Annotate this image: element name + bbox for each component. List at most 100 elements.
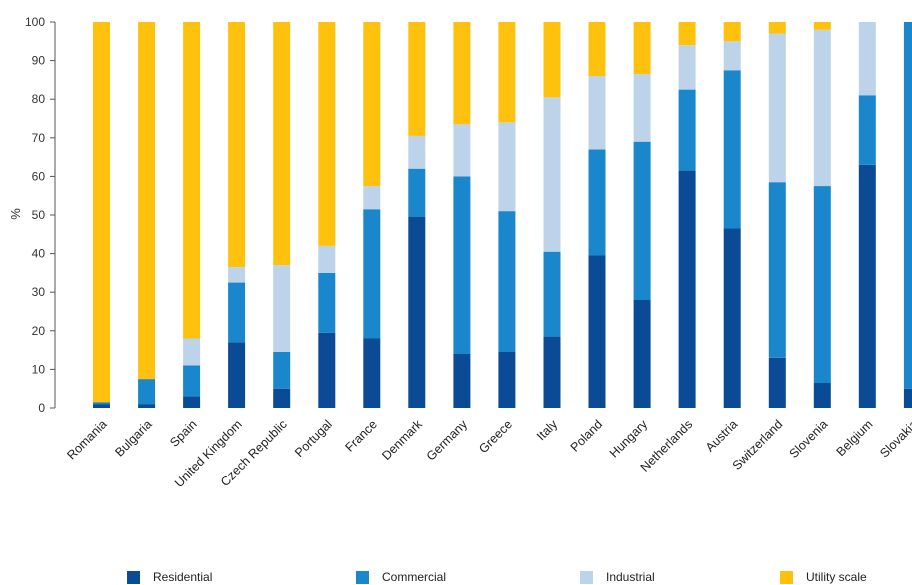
bar-romania-commercial: [93, 402, 110, 405]
legend-item-commercial: Commercial: [356, 570, 446, 584]
y-axis-ticks: 0 10 20 30 40 50 60 70 80 90 100: [25, 15, 55, 415]
bar-netherlands-commercial: [678, 89, 696, 171]
y-tick-label: 100: [25, 15, 45, 29]
bar-slovenia-industrial: [813, 29, 831, 187]
bar-poland-commercial: [588, 149, 606, 256]
x-tick-label-italy: Italy: [534, 417, 561, 444]
bar-united-kingdom-utility-scale: [228, 22, 246, 268]
bar-austria-residential: [723, 228, 741, 408]
bar-netherlands-utility-scale: [678, 22, 696, 46]
legend-swatch-residential: [127, 570, 140, 584]
bar-poland-utility-scale: [588, 22, 606, 76]
y-tick-label: 0: [38, 401, 45, 415]
bar-bulgaria-residential: [138, 404, 156, 408]
bar-france-commercial: [363, 209, 381, 339]
x-tick-label-bulgaria: Bulgaria: [112, 417, 154, 459]
y-tick-label: 10: [32, 362, 46, 376]
bar-switzerland-industrial: [768, 33, 786, 183]
bar-poland-residential: [588, 255, 606, 408]
bar-netherlands-industrial: [678, 45, 696, 90]
x-tick-label-germany: Germany: [424, 417, 471, 464]
bar-czech-republic-residential: [273, 388, 291, 408]
bar-united-kingdom-industrial: [228, 267, 246, 283]
bar-germany-residential: [453, 354, 471, 408]
x-tick-label-spain: Spain: [167, 417, 200, 450]
stacked-bar-chart: % 0 10 20 30 40 50 60 70 80 90 100 Romania Bulgaria…: [8, 15, 912, 490]
bar-italy-utility-scale: [543, 22, 561, 98]
bar-hungary-industrial: [633, 74, 651, 142]
legend-swatch-utility-scale: [780, 570, 793, 584]
bar-denmark-residential: [408, 216, 426, 408]
x-tick-label-slovenia: Slovenia: [787, 417, 831, 461]
bar-bulgaria-commercial: [138, 379, 156, 405]
legend-label-residential: Residential: [153, 570, 213, 584]
bar-slovenia-utility-scale: [813, 22, 831, 30]
bar-italy-commercial: [543, 251, 561, 337]
bar-united-kingdom-commercial: [228, 282, 246, 343]
y-tick-label: 20: [32, 324, 46, 338]
bar-greece-commercial: [498, 211, 516, 352]
bar-austria-utility-scale: [723, 22, 741, 42]
x-tick-label-france: France: [343, 417, 380, 454]
bar-bulgaria-utility-scale: [138, 22, 156, 380]
bar-slovakia-commercial: [903, 22, 912, 389]
bar-hungary-residential: [633, 299, 651, 408]
bar-portugal-utility-scale: [318, 22, 336, 246]
y-tick-label: 50: [32, 208, 46, 222]
x-tick-label-slovakia: Slovakia: [877, 417, 912, 460]
bar-united-kingdom-residential: [228, 342, 246, 408]
bar-spain-industrial: [183, 338, 201, 366]
bar-denmark-utility-scale: [408, 22, 426, 136]
bar-denmark-industrial: [408, 135, 426, 169]
bar-portugal-industrial: [318, 245, 336, 273]
bar-greece-residential: [498, 352, 516, 408]
bar-portugal-commercial: [318, 272, 336, 333]
x-tick-label-greece: Greece: [476, 417, 515, 456]
bar-belgium-residential: [858, 164, 876, 408]
bar-germany-commercial: [453, 176, 471, 354]
bar-slovakia-residential: [903, 388, 912, 408]
bar-austria-commercial: [723, 70, 741, 229]
y-axis-title: %: [8, 208, 23, 220]
bar-france-industrial: [363, 186, 381, 210]
legend-swatch-commercial: [356, 570, 369, 584]
bar-spain-residential: [183, 396, 201, 408]
y-tick-label: 60: [32, 169, 46, 183]
y-tick-label: 70: [32, 131, 46, 145]
bar-hungary-utility-scale: [633, 22, 651, 75]
bar-italy-industrial: [543, 97, 561, 252]
bar-portugal-residential: [318, 332, 336, 408]
legend-item-industrial: Industrial: [580, 570, 655, 584]
bar-switzerland-commercial: [768, 182, 786, 358]
x-tick-label-poland: Poland: [568, 417, 605, 454]
bar-italy-residential: [543, 336, 561, 408]
legend-item-utility-scale: Utility scale: [780, 570, 867, 584]
x-tick-label-romania: Romania: [64, 417, 109, 462]
bar-romania-utility-scale: [93, 22, 110, 403]
bar-france-residential: [363, 338, 381, 408]
bar-slovenia-residential: [813, 382, 831, 408]
bar-germany-industrial: [453, 124, 471, 177]
legend: Residential Commercial Industrial Utilit…: [0, 566, 912, 585]
legend-item-residential: Residential: [127, 570, 212, 584]
x-tick-label-austria: Austria: [703, 417, 740, 454]
y-tick-label: 90: [32, 54, 46, 68]
bar-greece-utility-scale: [498, 22, 516, 123]
bar-greece-industrial: [498, 122, 516, 212]
y-tick-label: 80: [32, 92, 46, 106]
bar-belgium-commercial: [858, 95, 876, 165]
x-tick-label-portugal: Portugal: [292, 417, 335, 460]
legend-label-industrial: Industrial: [606, 570, 655, 584]
bar-czech-republic-industrial: [273, 265, 291, 352]
bar-hungary-commercial: [633, 141, 651, 300]
bar-germany-utility-scale: [453, 22, 471, 125]
legend-label-utility-scale: Utility scale: [806, 570, 867, 584]
legend-swatch-industrial: [580, 570, 593, 584]
bar-spain-utility-scale: [183, 22, 201, 339]
bar-switzerland-residential: [768, 357, 786, 408]
bar-denmark-commercial: [408, 168, 426, 217]
legend-label-commercial: Commercial: [382, 570, 447, 584]
bar-austria-industrial: [723, 41, 741, 71]
bar-spain-commercial: [183, 365, 201, 397]
